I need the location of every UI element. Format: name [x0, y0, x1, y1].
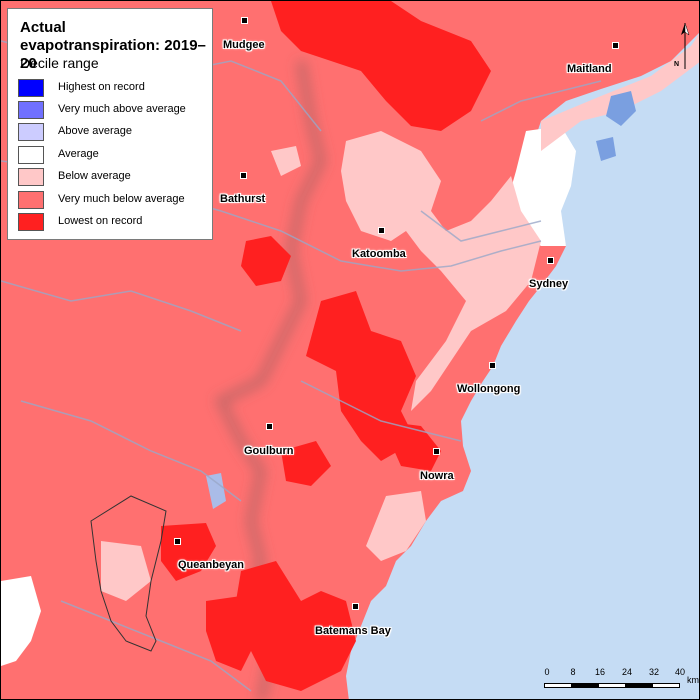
scale-tick-label: 16 [594, 667, 606, 677]
legend-swatch [18, 146, 44, 164]
legend-label: Lowest on record [58, 215, 143, 227]
scale-unit: km [687, 675, 699, 685]
below-average-central [341, 131, 541, 411]
above-average-canberra [206, 473, 226, 509]
town-marker-bathurst [240, 172, 247, 179]
town-label-nowra: Nowra [420, 470, 454, 482]
town-label-maitland: Maitland [567, 63, 612, 75]
scale-tick-label: 0 [544, 667, 550, 677]
lowest-area-goulburn [281, 441, 331, 486]
scale-segment [598, 683, 626, 688]
town-label-queanbeyan: Queanbeyan [178, 559, 245, 571]
town-marker-mudgee [241, 17, 248, 24]
north-arrow [677, 21, 693, 71]
legend-swatch [18, 191, 44, 209]
town-label-goulburn: Goulburn [244, 445, 294, 457]
town-label-bathurst: Bathurst [220, 193, 266, 205]
scale-tick-label: 24 [621, 667, 633, 677]
lowest-area-south-west [206, 596, 256, 671]
map-legend: Actual evapotranspiration: 2019–20 Decil… [7, 8, 213, 240]
scale-tick-label: 40 [674, 667, 686, 677]
town-label-katoomba: Katoomba [352, 248, 406, 260]
legend-label: Very much below average [58, 193, 185, 205]
legend-label: Above average [58, 125, 132, 137]
lowest-area-central [306, 291, 416, 461]
below-average-patch [271, 146, 301, 176]
north-arrow-icon [681, 22, 690, 69]
legend-title: Actual evapotranspiration: 2019–20 [20, 19, 206, 72]
legend-swatch [18, 213, 44, 231]
legend-label: Below average [58, 170, 131, 182]
below-average-south-coast [366, 491, 426, 561]
above-average-hunter-south [596, 137, 616, 161]
lowest-area-west [241, 236, 291, 286]
legend-swatch [18, 101, 44, 119]
lowest-area-nowra [381, 421, 441, 471]
scale-tick-label: 32 [648, 667, 660, 677]
average-area-canberra [1, 576, 41, 666]
below-average-west [101, 541, 151, 601]
town-marker-sydney [547, 257, 554, 264]
town-marker-maitland [612, 42, 619, 49]
scale-bar: 0 8 16 24 32 40 km [541, 667, 699, 695]
town-marker-nowra [433, 448, 440, 455]
scale-segment [571, 683, 599, 688]
town-marker-goulburn [266, 423, 273, 430]
town-label-sydney: Sydney [529, 278, 569, 290]
legend-label: Very much above average [58, 103, 186, 115]
scale-segment [544, 683, 572, 688]
scale-tick-label: 8 [570, 667, 576, 677]
town-marker-wollongong [489, 362, 496, 369]
legend-subtitle: Decile range [20, 55, 99, 71]
legend-swatch [18, 123, 44, 141]
below-average-coastal [541, 34, 699, 151]
lowest-area-queanbeyan [161, 523, 216, 581]
town-marker-katoomba [378, 227, 385, 234]
legend-label: Highest on record [58, 81, 145, 93]
north-label: N [674, 61, 680, 68]
act-boundary [90, 495, 167, 652]
legend-label: Average [58, 148, 99, 160]
legend-swatch [18, 168, 44, 186]
legend-swatch [18, 79, 44, 97]
town-marker-queanbeyan [174, 538, 181, 545]
town-label-wollongong: Wollongong [457, 383, 521, 395]
town-label-mudgee: Mudgee [223, 39, 265, 51]
lowest-area-southern [236, 561, 356, 691]
town-marker-batemans-bay [352, 603, 359, 610]
town-label-batemans-bay: Batemans Bay [315, 625, 391, 637]
above-average-hunter [606, 91, 636, 126]
lowest-area-north [271, 1, 491, 131]
scale-segment [652, 683, 680, 688]
scale-segment [625, 683, 653, 688]
